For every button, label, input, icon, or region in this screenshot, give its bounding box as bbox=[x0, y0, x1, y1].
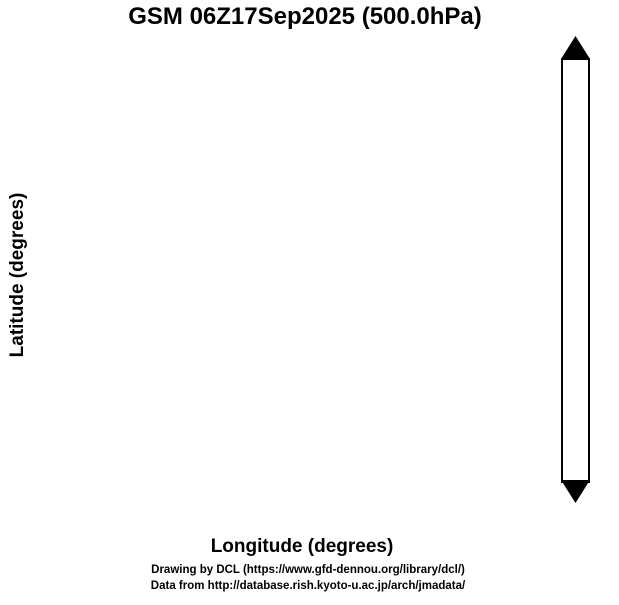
colorbar-arrow-top-fill bbox=[564, 40, 587, 57]
map-svg bbox=[57, 40, 548, 507]
y-axis-label: Latitude (degrees) bbox=[7, 192, 28, 358]
map-plot bbox=[57, 40, 548, 507]
colorbar bbox=[561, 36, 619, 506]
colorbar-arrow-bottom-fill bbox=[564, 482, 587, 499]
page-title: GSM 06Z17Sep2025 (500.0hPa) bbox=[128, 3, 482, 30]
colorbar-arrow-bottom bbox=[561, 480, 590, 503]
x-axis-label: Longitude (degrees) bbox=[210, 536, 394, 557]
credit-line-2: Data from http://database.rish.kyoto-u.a… bbox=[150, 580, 466, 592]
colorbar-arrow-top bbox=[561, 36, 590, 59]
credit-line-1: Drawing by DCL (https://www.gfd-dennou.o… bbox=[151, 564, 465, 576]
colorbar-gradient bbox=[561, 58, 590, 483]
